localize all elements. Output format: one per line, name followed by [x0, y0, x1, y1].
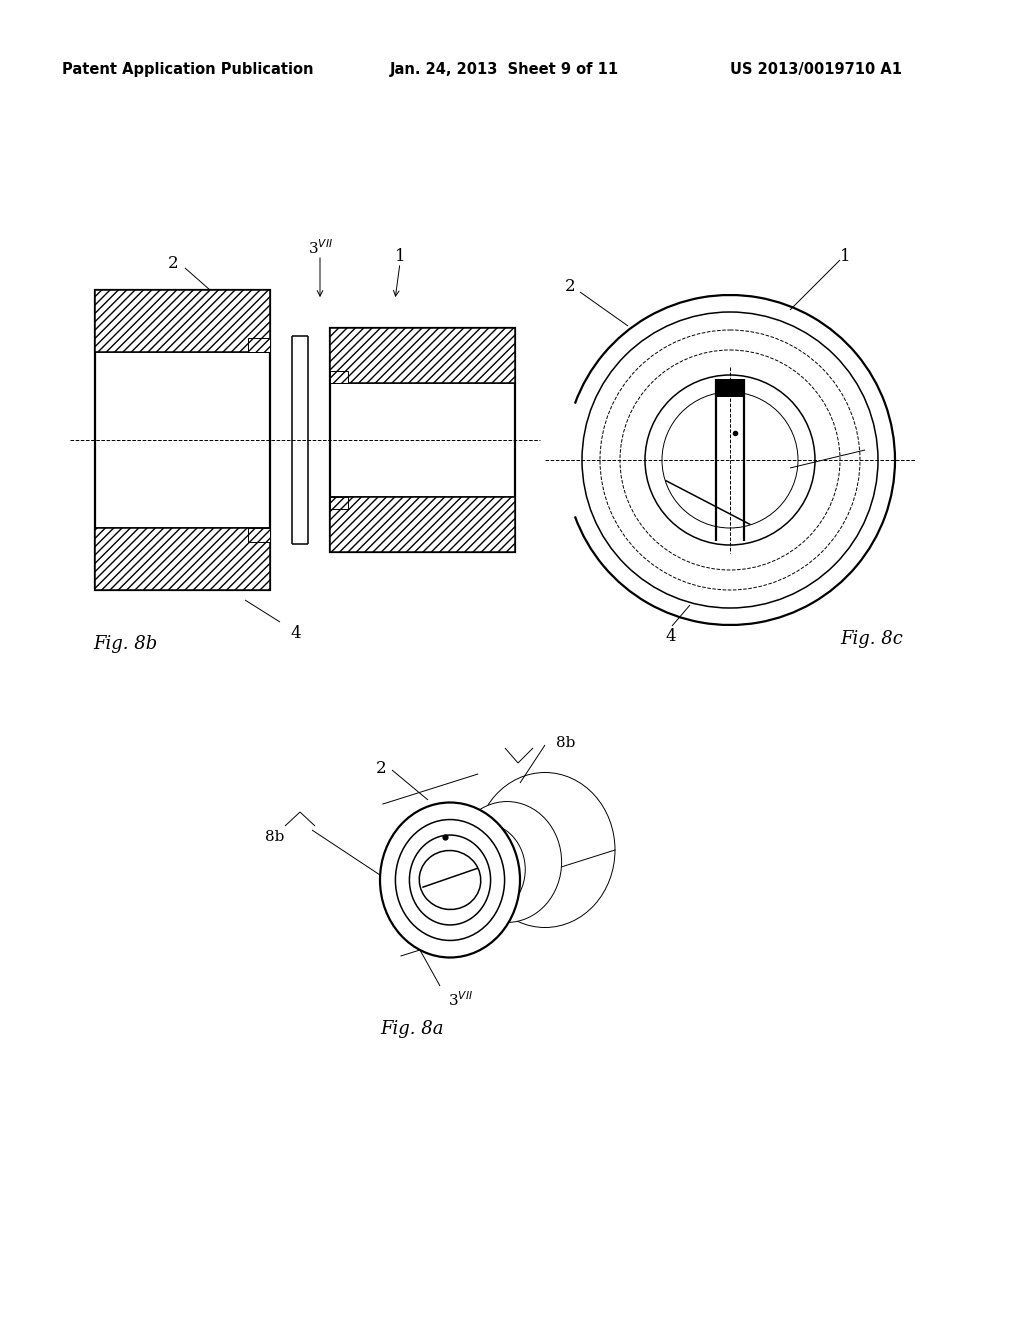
Ellipse shape [419, 850, 480, 909]
Bar [95, 528, 270, 590]
Bar [95, 290, 270, 590]
Ellipse shape [475, 772, 615, 928]
Text: Fig. 8c: Fig. 8c [840, 630, 903, 648]
Text: 2: 2 [565, 279, 575, 294]
Ellipse shape [582, 312, 878, 609]
Bar [330, 327, 515, 383]
Text: 3$^{VII}$: 3$^{VII}$ [449, 990, 473, 1008]
Text: Jan. 24, 2013  Sheet 9 of 11: Jan. 24, 2013 Sheet 9 of 11 [390, 62, 620, 77]
Text: 3$^{VII}$: 3$^{VII}$ [308, 238, 333, 256]
Ellipse shape [620, 350, 840, 570]
Bar [248, 338, 270, 352]
Ellipse shape [441, 822, 525, 916]
Ellipse shape [380, 803, 520, 957]
Bar [330, 327, 515, 552]
Ellipse shape [600, 330, 860, 590]
Text: 2: 2 [376, 760, 387, 777]
Bar [330, 498, 348, 510]
Text: 4: 4 [665, 628, 676, 645]
Text: 8b: 8b [265, 830, 285, 843]
Text: US 2013/0019710 A1: US 2013/0019710 A1 [730, 62, 902, 77]
Text: Fig. 8b: Fig. 8b [93, 635, 158, 653]
Ellipse shape [662, 392, 798, 528]
Ellipse shape [453, 801, 561, 923]
Text: 8b: 8b [556, 737, 575, 750]
Ellipse shape [645, 375, 815, 545]
Ellipse shape [410, 836, 490, 925]
Text: Fig. 8a: Fig. 8a [380, 1020, 443, 1038]
Text: 2: 2 [168, 255, 178, 272]
Ellipse shape [395, 820, 505, 940]
Bar [330, 371, 348, 383]
Bar [95, 290, 270, 352]
Bar [330, 498, 515, 552]
Text: 4: 4 [290, 624, 301, 642]
Bar [248, 528, 270, 543]
Text: Patent Application Publication: Patent Application Publication [62, 62, 313, 77]
Bar [716, 379, 744, 397]
Text: 1: 1 [840, 248, 851, 265]
Text: 1: 1 [395, 248, 406, 265]
